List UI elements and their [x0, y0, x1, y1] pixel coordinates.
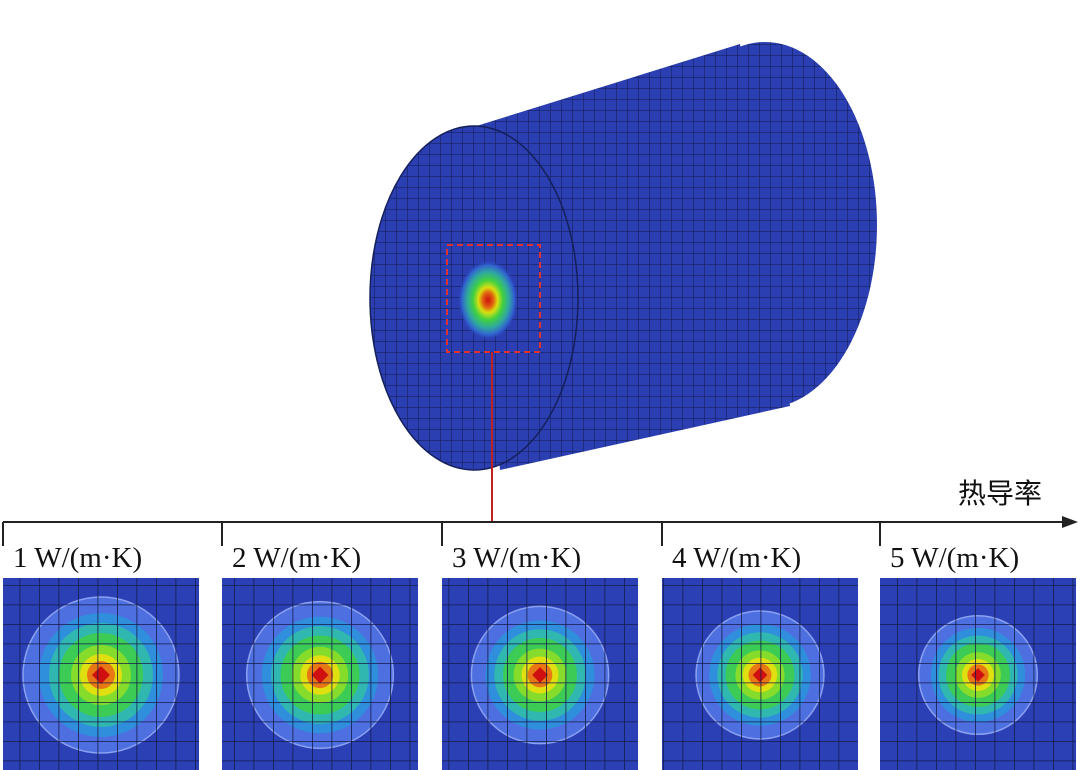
panel-label: 1 W/(m·K)	[13, 542, 142, 574]
panels: 1 W/(m·K) 2 W/(m·K) 3 W/(m·K) 4 W/(m·K) 5 W/…	[2, 522, 1076, 770]
hot-spot	[458, 260, 518, 340]
panel-mesh	[662, 578, 858, 770]
panel-label: 4 W/(m·K)	[672, 542, 801, 574]
cylinder	[369, 42, 877, 522]
axis-arrow	[1062, 516, 1078, 528]
panel-mesh	[880, 578, 1076, 770]
panel	[442, 578, 638, 770]
panel-label: 3 W/(m·K)	[452, 542, 581, 574]
panel-label: 2 W/(m·K)	[232, 542, 361, 574]
panel-mesh	[222, 578, 418, 770]
panel	[880, 578, 1076, 770]
panel-label: 5 W/(m·K)	[890, 542, 1019, 574]
axis-label: 热导率	[958, 478, 1042, 510]
panel	[222, 578, 418, 770]
panel	[662, 578, 858, 770]
panel-mesh	[3, 578, 199, 770]
panel-mesh	[442, 578, 638, 770]
panel	[3, 578, 199, 770]
